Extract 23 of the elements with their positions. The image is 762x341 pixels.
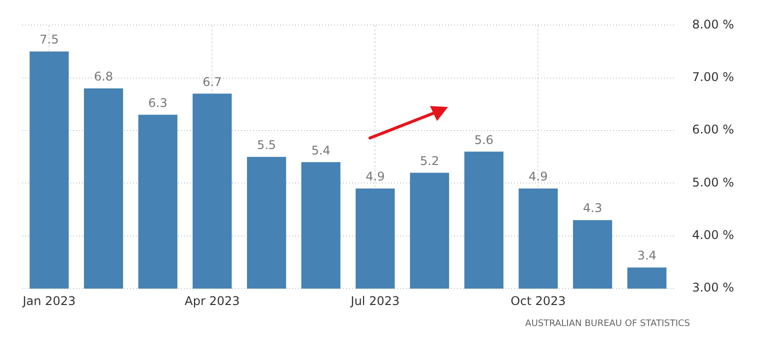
- y-tick-label: 6.00 %: [692, 122, 734, 137]
- y-tick-label: 8.00 %: [692, 17, 734, 32]
- data-label: 7.5: [40, 32, 59, 47]
- data-label: 6.3: [148, 96, 168, 110]
- x-tick-label: Jan 2023: [22, 294, 76, 308]
- data-label: 5.4: [311, 143, 330, 158]
- x-tick-label: Oct 2023: [510, 294, 566, 308]
- data-label: 6.7: [202, 74, 222, 89]
- text: AUSTRALIAN BUREAU OF STATISTICS: [525, 318, 690, 329]
- data-label: 5.5: [256, 138, 276, 152]
- y-tick-label: 4.00 %: [692, 228, 734, 242]
- data-label: 4.3: [583, 201, 602, 216]
- data-label: 3.4: [637, 248, 656, 263]
- data-label: 5.6: [474, 132, 494, 147]
- y-tick-label: 3.00 %: [692, 280, 734, 295]
- data-label: 4.9: [366, 170, 385, 184]
- y-tick-label: 7.00 %: [692, 70, 734, 84]
- y-tick-label: 5.00 %: [692, 175, 734, 190]
- x-tick-label: Jul 2023: [350, 294, 400, 308]
- data-label: 4.9: [528, 170, 548, 184]
- data-label: 6.8: [94, 70, 114, 84]
- data-label: 5.2: [420, 154, 440, 168]
- x-tick-label: Apr 2023: [184, 294, 240, 308]
